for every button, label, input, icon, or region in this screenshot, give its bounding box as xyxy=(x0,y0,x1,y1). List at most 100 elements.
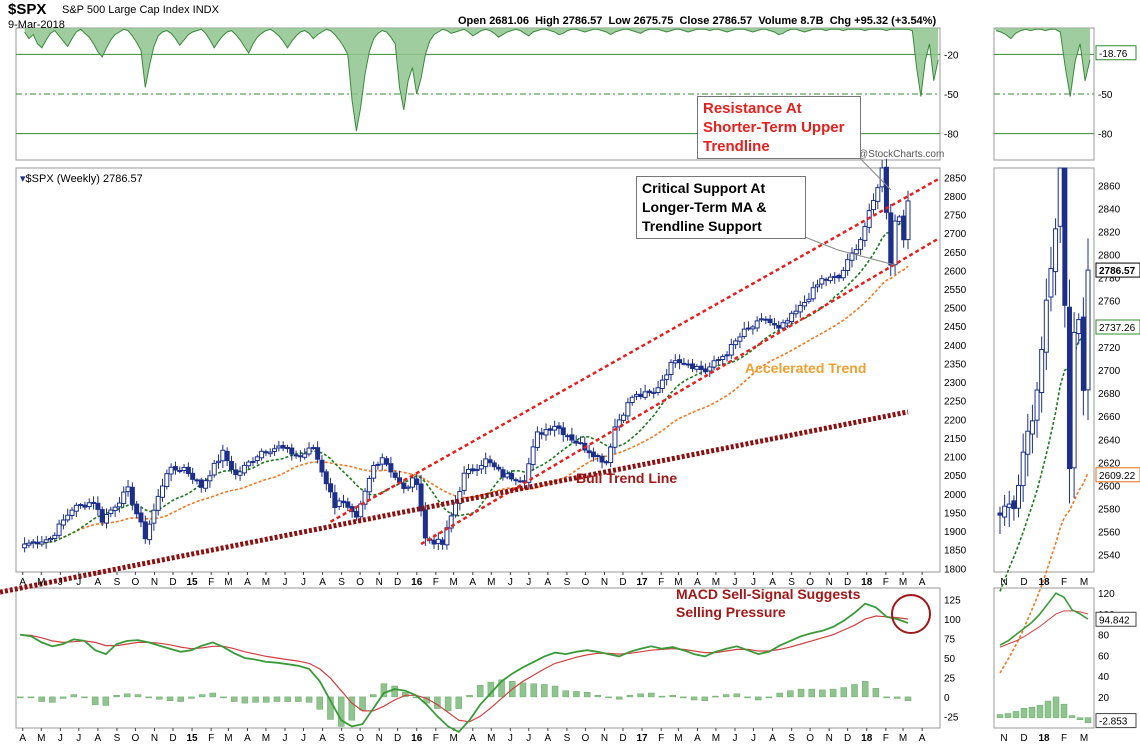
price-ytick-label: 1850 xyxy=(944,546,967,557)
right-price-ytick-label: 2700 xyxy=(1098,366,1121,377)
upper-trend-line xyxy=(329,178,939,523)
quote-summary: Open 2681.06 High 2786.57 Low 2675.75 Cl… xyxy=(458,15,937,27)
macd-histogram-bar xyxy=(166,696,174,702)
candle-body xyxy=(629,396,635,404)
macd-histogram-bar xyxy=(658,695,666,698)
candle-body xyxy=(638,393,644,398)
price-ytick-label: 2800 xyxy=(944,192,967,203)
price-ytick-label: 2450 xyxy=(944,322,967,333)
candle-body xyxy=(715,359,721,362)
right-top-line xyxy=(995,28,1091,97)
right-candle-body xyxy=(1085,269,1091,391)
candle-body xyxy=(888,212,894,266)
candle-body xyxy=(155,495,161,511)
candle-body xyxy=(474,468,480,471)
candle-body xyxy=(116,502,122,508)
candle-body xyxy=(612,426,618,448)
candle-body xyxy=(86,502,92,508)
candle-body xyxy=(228,460,234,471)
candle-body xyxy=(517,480,523,483)
candle-body xyxy=(134,503,140,515)
candle-body xyxy=(164,473,170,488)
price-xtick-label: 16 xyxy=(411,577,423,588)
price-ytick-label: 2400 xyxy=(944,341,967,352)
right-macd-histogram-bar xyxy=(1068,715,1076,718)
right-candle-body xyxy=(1071,331,1077,469)
macd-histogram-bar xyxy=(38,696,45,702)
candle-body xyxy=(259,450,265,459)
price-xtick-label: N xyxy=(151,577,158,588)
candle-body xyxy=(603,461,609,464)
candle-body xyxy=(82,504,88,508)
candle-body xyxy=(690,363,696,369)
price-xtick-label: D xyxy=(394,577,401,588)
candle-body xyxy=(453,502,459,516)
price-xtick-label: A xyxy=(694,577,701,588)
macd-histogram-bar xyxy=(519,682,527,698)
price-xtick-label: M xyxy=(450,577,458,588)
right-top-value-box xyxy=(1095,45,1137,61)
right-price-ytick-label: 2860 xyxy=(1098,181,1121,192)
price-xtick-label: J xyxy=(301,577,306,588)
candle-body xyxy=(121,491,127,505)
candle-body xyxy=(379,457,385,465)
price-xtick-label: F xyxy=(658,577,664,588)
price-ytick-label: 1950 xyxy=(944,508,967,519)
right-ma-orange-value: 2609.22 xyxy=(1099,471,1136,482)
right-candle-body xyxy=(1062,167,1068,306)
candle-body xyxy=(95,502,101,510)
macd-xtick-label: A xyxy=(244,733,251,744)
macd-histogram-bar xyxy=(230,696,238,702)
macd-xtick-label: A xyxy=(769,733,776,744)
candle-body xyxy=(461,472,467,491)
candle-body xyxy=(409,477,415,488)
candle-body xyxy=(431,539,437,545)
right-price-ytick-label: 2620 xyxy=(1098,458,1121,469)
candle-body xyxy=(241,464,247,474)
candle-body xyxy=(39,541,45,545)
price-ytick-label: 2650 xyxy=(944,248,967,259)
candle-body xyxy=(681,362,687,365)
candle-body xyxy=(125,486,131,493)
candle-body xyxy=(246,461,252,467)
candle-body xyxy=(203,480,209,489)
candle-body xyxy=(224,450,230,461)
candle-body xyxy=(905,200,911,241)
support-annotation: Critical Support At Longer-Term MA & Trend… xyxy=(636,176,806,239)
macd-histogram-bar xyxy=(594,695,602,698)
candle-body xyxy=(233,469,239,475)
candle-body xyxy=(43,539,49,543)
candle-body xyxy=(810,287,816,300)
macd-histogram-bar xyxy=(904,696,912,702)
price-xtick-label: A xyxy=(545,577,552,588)
price-xtick-label: 17 xyxy=(636,577,648,588)
candle-body xyxy=(634,394,640,397)
right-macd-line xyxy=(999,592,1089,646)
candle-body xyxy=(552,425,558,431)
candle-body xyxy=(366,477,372,493)
candle-body xyxy=(707,366,713,372)
right-macd-histogram-bar xyxy=(1020,708,1028,718)
macd-histogram-bar xyxy=(744,696,751,699)
price-ytick-label: 2200 xyxy=(944,415,967,426)
candle-body xyxy=(254,456,260,462)
candle-body xyxy=(560,427,566,436)
price-xtick-label: A xyxy=(769,577,776,588)
candle-body xyxy=(793,310,799,315)
macd-histogram-bar xyxy=(883,696,890,699)
price-ytick-label: 2700 xyxy=(944,229,967,240)
candle-body xyxy=(565,435,571,438)
candle-body xyxy=(901,215,907,241)
macd-xtick-label: M xyxy=(224,733,232,744)
macd-xtick-label: D xyxy=(169,733,176,744)
macd-histogram-bar xyxy=(17,696,24,699)
candle-body xyxy=(26,542,32,546)
candle-body xyxy=(99,509,105,523)
macd-histogram-bar xyxy=(124,693,131,698)
macd-histogram-bar xyxy=(70,694,78,698)
macd-histogram-bar xyxy=(733,693,741,698)
price-xtick-label: M xyxy=(487,577,495,588)
price-ytick-label: 2850 xyxy=(944,173,967,184)
candle-body xyxy=(849,252,855,261)
price-xtick-label: O xyxy=(356,577,364,588)
